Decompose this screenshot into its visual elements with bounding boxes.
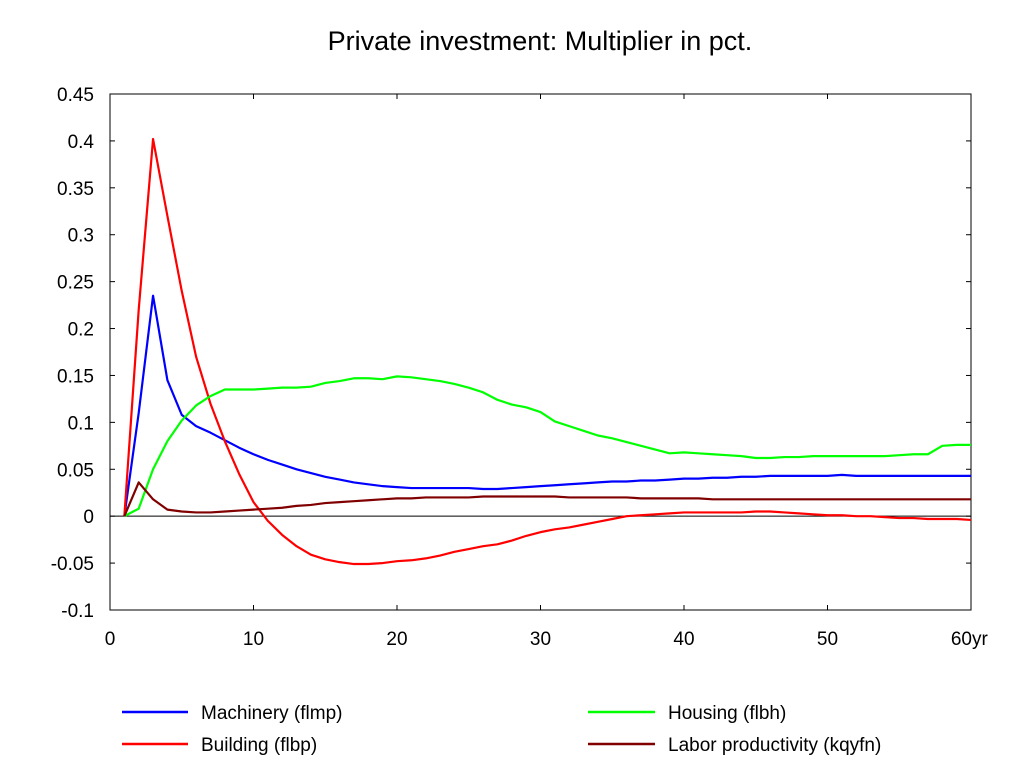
legend-entry: Housing (flbh) — [588, 703, 786, 724]
y-tick-label: -0.1 — [61, 601, 94, 622]
series-line-housing-flbh — [123, 375, 971, 518]
y-tick-label: 0 — [83, 507, 94, 528]
legend-entry: Building (flbp) — [122, 735, 317, 756]
legend-entry: Machinery (flmp) — [122, 703, 342, 724]
y-tick-label: 0.2 — [68, 320, 94, 341]
x-tick-label: 40 — [673, 629, 694, 650]
legend-label: Housing (flbh) — [668, 703, 786, 724]
x-tick-label: 0 — [105, 629, 116, 650]
x-tick-label: 10 — [243, 629, 264, 650]
y-tick-label: 0.05 — [57, 460, 94, 481]
x-tick-label: 60 — [951, 629, 972, 650]
x-tick-label: 50 — [817, 629, 838, 650]
y-tick-label: 0.1 — [68, 413, 94, 434]
series-line-building-flbp — [123, 137, 972, 566]
series-line-labor-productivity-kqyfn — [123, 481, 971, 517]
legend-label: Labor productivity (kqyfn) — [668, 735, 881, 756]
chart-title: Private investment: Multiplier in pct. — [328, 26, 753, 56]
series-line-machinery-flmp — [123, 294, 971, 517]
y-tick-label: -0.05 — [51, 554, 94, 575]
x-tick-label: 30 — [530, 629, 551, 650]
legend-entry: Labor productivity (kqyfn) — [588, 735, 881, 756]
y-tick-label: 0.25 — [57, 273, 94, 294]
y-tick-label: 0.15 — [57, 366, 94, 387]
x-tick-label: 20 — [386, 629, 407, 650]
y-tick-label: 0.3 — [68, 226, 94, 247]
y-tick-label: 0.4 — [68, 132, 95, 153]
legend-label: Machinery (flmp) — [201, 703, 342, 724]
legend-label: Building (flbp) — [201, 735, 317, 756]
y-tick-label: 0.45 — [57, 85, 94, 106]
x-axis-unit-label: yr — [972, 629, 989, 650]
y-tick-label: 0.35 — [57, 179, 94, 200]
